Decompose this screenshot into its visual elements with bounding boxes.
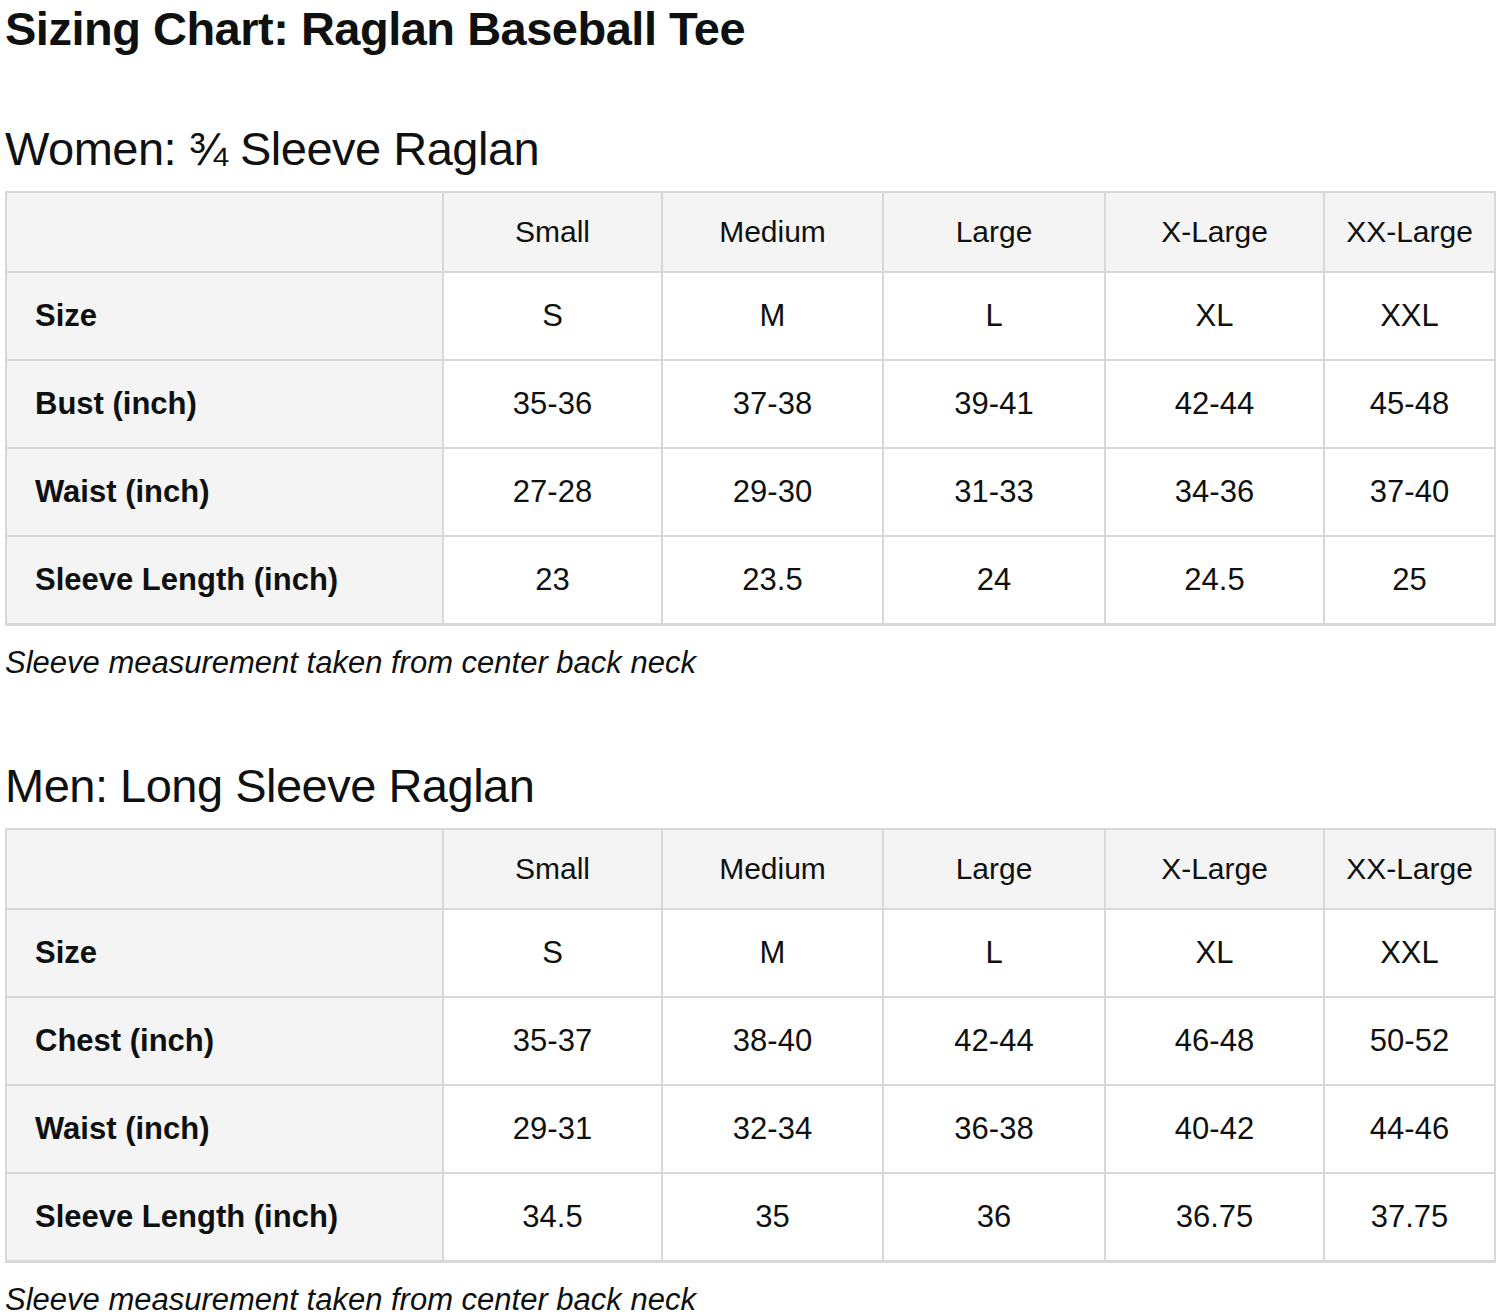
size-value-cell: 44-46 — [1324, 1085, 1495, 1173]
size-value-cell: S — [443, 909, 662, 997]
column-header: X-Large — [1105, 192, 1324, 272]
size-value-cell: XL — [1105, 909, 1324, 997]
size-value-cell: 29-31 — [443, 1085, 662, 1173]
size-value-cell: 31-33 — [883, 448, 1105, 536]
women-sleeve-note: Sleeve measurement taken from center bac… — [5, 644, 1495, 681]
size-value-cell: 32-34 — [662, 1085, 883, 1173]
row-label: Sleeve Length (inch) — [6, 536, 443, 625]
size-value-cell: XXL — [1324, 272, 1495, 360]
size-value-cell: 37-38 — [662, 360, 883, 448]
size-value-cell: 37.75 — [1324, 1173, 1495, 1262]
size-value-cell: 24 — [883, 536, 1105, 625]
size-value-cell: 35-37 — [443, 997, 662, 1085]
column-header: XX-Large — [1324, 192, 1495, 272]
size-value-cell: M — [662, 272, 883, 360]
size-value-cell: 23.5 — [662, 536, 883, 625]
column-header: Medium — [662, 829, 883, 909]
table-row: SizeSMLXLXXL — [6, 272, 1495, 360]
size-value-cell: XL — [1105, 272, 1324, 360]
men-section-heading: Men: Long Sleeve Raglan — [5, 759, 1495, 813]
table-row: Waist (inch)29-3132-3436-3840-4244-46 — [6, 1085, 1495, 1173]
size-value-cell: S — [443, 272, 662, 360]
table-row: SizeSMLXLXXL — [6, 909, 1495, 997]
women-section-heading: Women: ¾ Sleeve Raglan — [5, 122, 1495, 176]
row-label: Chest (inch) — [6, 997, 443, 1085]
size-value-cell: XXL — [1324, 909, 1495, 997]
row-label: Waist (inch) — [6, 1085, 443, 1173]
size-value-cell: 27-28 — [443, 448, 662, 536]
column-header: Small — [443, 192, 662, 272]
size-value-cell: 45-48 — [1324, 360, 1495, 448]
size-value-cell: 36-38 — [883, 1085, 1105, 1173]
men-sleeve-note: Sleeve measurement taken from center bac… — [5, 1281, 1495, 1315]
size-value-cell: 24.5 — [1105, 536, 1324, 625]
size-value-cell: 42-44 — [1105, 360, 1324, 448]
page-title: Sizing Chart: Raglan Baseball Tee — [5, 2, 1495, 56]
column-header: Small — [443, 829, 662, 909]
header-row: SmallMediumLargeX-LargeXX-Large — [6, 829, 1495, 909]
column-header: X-Large — [1105, 829, 1324, 909]
size-value-cell: 23 — [443, 536, 662, 625]
header-row: SmallMediumLargeX-LargeXX-Large — [6, 192, 1495, 272]
size-value-cell: 36.75 — [1105, 1173, 1324, 1262]
size-value-cell: 35 — [662, 1173, 883, 1262]
size-value-cell: M — [662, 909, 883, 997]
size-value-cell: 35-36 — [443, 360, 662, 448]
column-header: Large — [883, 192, 1105, 272]
corner-cell — [6, 192, 443, 272]
table-row: Waist (inch)27-2829-3031-3334-3637-40 — [6, 448, 1495, 536]
row-label: Size — [6, 272, 443, 360]
women-section: Women: ¾ Sleeve Raglan SmallMediumLargeX… — [5, 122, 1495, 681]
size-value-cell: 40-42 — [1105, 1085, 1324, 1173]
table-row: Sleeve Length (inch)34.5353636.7537.75 — [6, 1173, 1495, 1262]
size-value-cell: 36 — [883, 1173, 1105, 1262]
size-value-cell: 46-48 — [1105, 997, 1324, 1085]
row-label: Waist (inch) — [6, 448, 443, 536]
size-value-cell: 29-30 — [662, 448, 883, 536]
men-section: Men: Long Sleeve Raglan SmallMediumLarge… — [5, 759, 1495, 1315]
table-row: Sleeve Length (inch)2323.52424.525 — [6, 536, 1495, 625]
size-value-cell: L — [883, 272, 1105, 360]
size-value-cell: 34.5 — [443, 1173, 662, 1262]
size-value-cell: 25 — [1324, 536, 1495, 625]
size-value-cell: 38-40 — [662, 997, 883, 1085]
size-value-cell: 37-40 — [1324, 448, 1495, 536]
table-row: Chest (inch)35-3738-4042-4446-4850-52 — [6, 997, 1495, 1085]
size-value-cell: 50-52 — [1324, 997, 1495, 1085]
column-header: Medium — [662, 192, 883, 272]
row-label: Bust (inch) — [6, 360, 443, 448]
corner-cell — [6, 829, 443, 909]
table-row: Bust (inch)35-3637-3839-4142-4445-48 — [6, 360, 1495, 448]
size-value-cell: 42-44 — [883, 997, 1105, 1085]
women-sizing-table: SmallMediumLargeX-LargeXX-LargeSizeSMLXL… — [5, 191, 1496, 626]
row-label: Sleeve Length (inch) — [6, 1173, 443, 1262]
size-value-cell: L — [883, 909, 1105, 997]
size-value-cell: 34-36 — [1105, 448, 1324, 536]
row-label: Size — [6, 909, 443, 997]
men-sizing-table: SmallMediumLargeX-LargeXX-LargeSizeSMLXL… — [5, 828, 1496, 1263]
column-header: XX-Large — [1324, 829, 1495, 909]
sizing-chart-page: Sizing Chart: Raglan Baseball Tee Women:… — [0, 0, 1500, 1315]
column-header: Large — [883, 829, 1105, 909]
size-value-cell: 39-41 — [883, 360, 1105, 448]
